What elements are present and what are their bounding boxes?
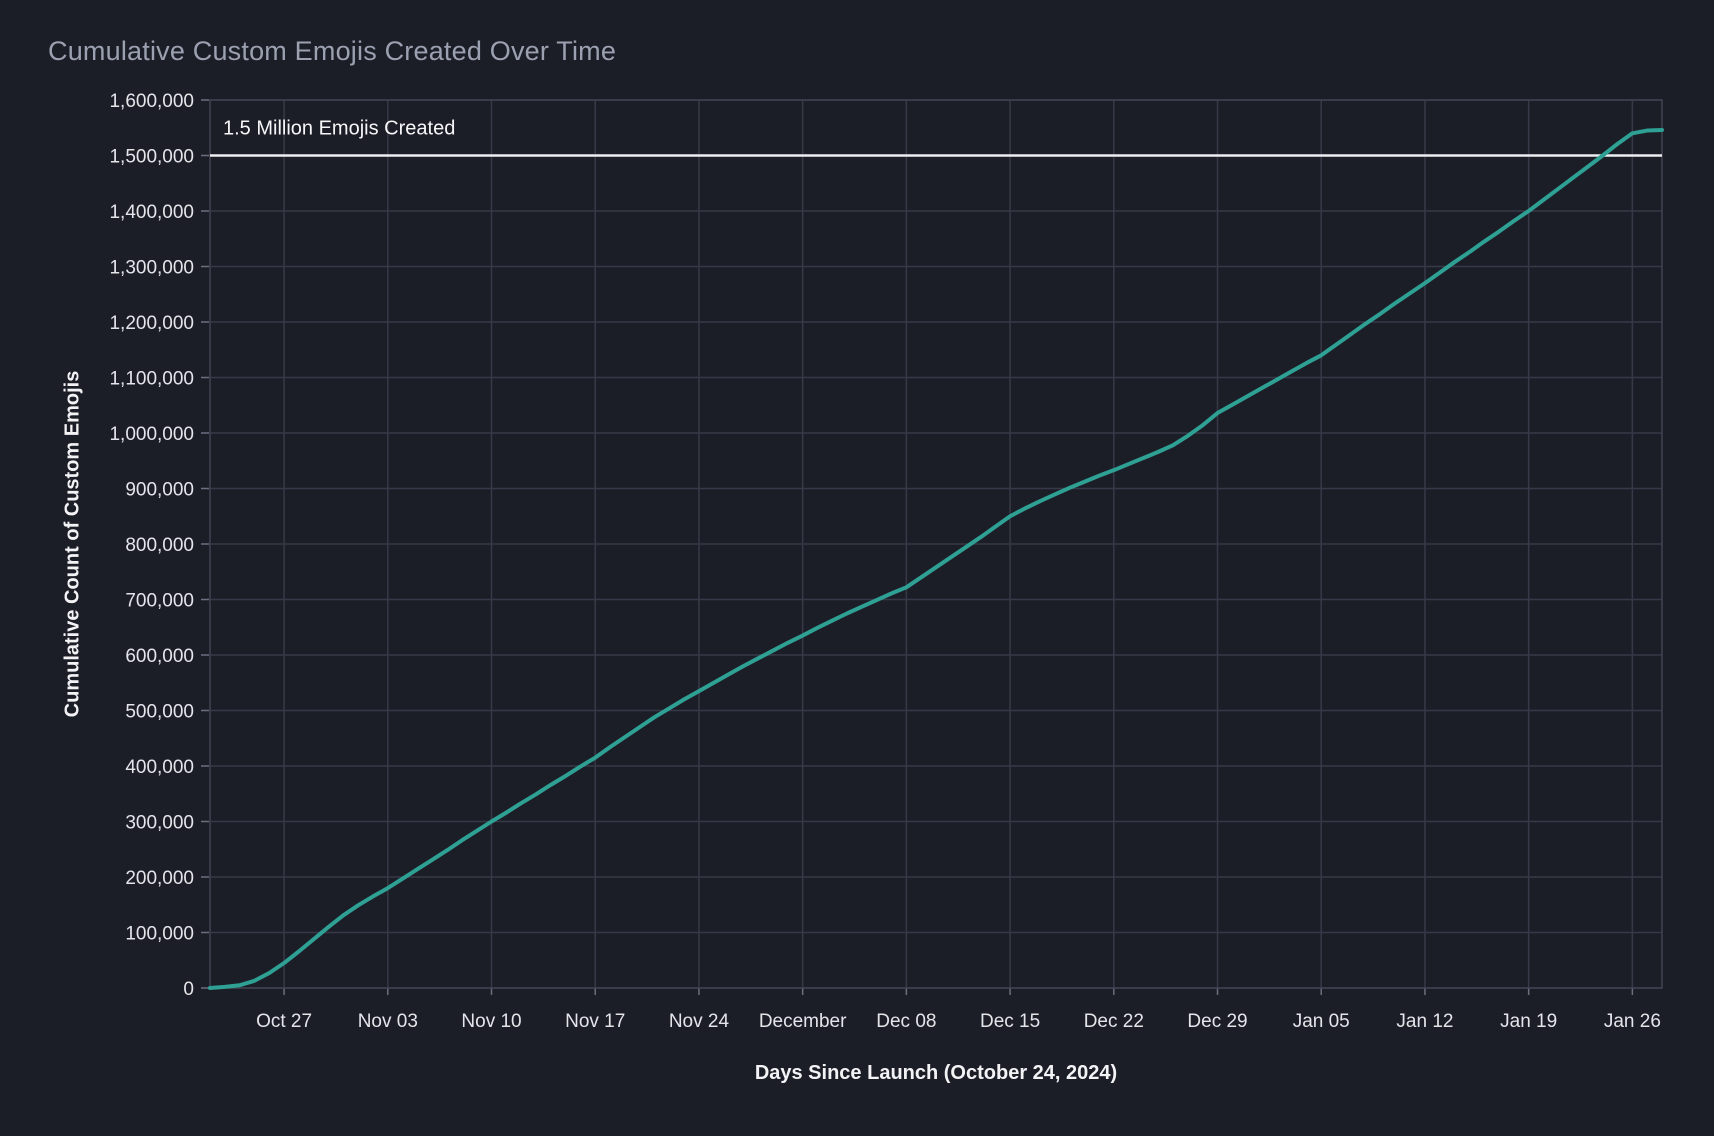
x-axis-title: Days Since Launch (October 24, 2024): [754, 1062, 1118, 1084]
x-tick-label: Jan 26: [1604, 1011, 1661, 1032]
y-tick-label: 300,000: [125, 813, 194, 834]
x-tick-label: Jan 12: [1396, 1011, 1453, 1032]
x-tick-label: Jan 05: [1293, 1011, 1350, 1032]
y-tick-label: 200,000: [125, 868, 194, 889]
x-tick-label: Dec 08: [876, 1011, 936, 1032]
y-axis-title: Cumulative Count of Custom Emojis: [61, 370, 84, 718]
x-tick-label: Jan 19: [1500, 1011, 1557, 1032]
y-tick-label: 900,000: [125, 480, 194, 501]
y-tick-label: 1,100,000: [109, 369, 194, 390]
x-tick-label: Dec 29: [1187, 1011, 1247, 1032]
x-tick-label: Nov 10: [461, 1011, 521, 1032]
x-tick-label: Dec 15: [980, 1011, 1040, 1032]
x-tick-label: Dec 22: [1084, 1011, 1144, 1032]
chart-title: Cumulative Custom Emojis Created Over Ti…: [48, 36, 617, 66]
y-tick-label: 800,000: [125, 535, 194, 556]
x-tick-label: Nov 24: [669, 1011, 730, 1032]
reference-line-label: 1.5 Million Emojis Created: [223, 118, 455, 140]
y-tick-label: 600,000: [125, 646, 194, 667]
y-tick-label: 1,000,000: [109, 424, 194, 445]
x-tick-label: Oct 27: [256, 1011, 312, 1032]
plot-border: [209, 99, 1663, 989]
y-tick-label: 1,400,000: [109, 202, 194, 223]
y-tick-label: 400,000: [125, 757, 194, 778]
y-tick-label: 700,000: [125, 591, 194, 612]
x-tick-label: December: [759, 1011, 847, 1032]
y-tick-label: 1,600,000: [109, 91, 194, 112]
y-tick-label: 1,200,000: [109, 313, 194, 334]
y-tick-label: 100,000: [125, 924, 194, 945]
y-tick-label: 1,300,000: [109, 258, 194, 279]
y-tick-label: 500,000: [125, 702, 194, 723]
y-tick-label: 0: [183, 979, 194, 1000]
series-line-cumulative-emojis: [208, 127, 1664, 990]
x-tick-label: Nov 17: [565, 1011, 625, 1032]
y-tick-label: 1,500,000: [109, 147, 194, 168]
x-tick-label: Nov 03: [358, 1011, 418, 1032]
